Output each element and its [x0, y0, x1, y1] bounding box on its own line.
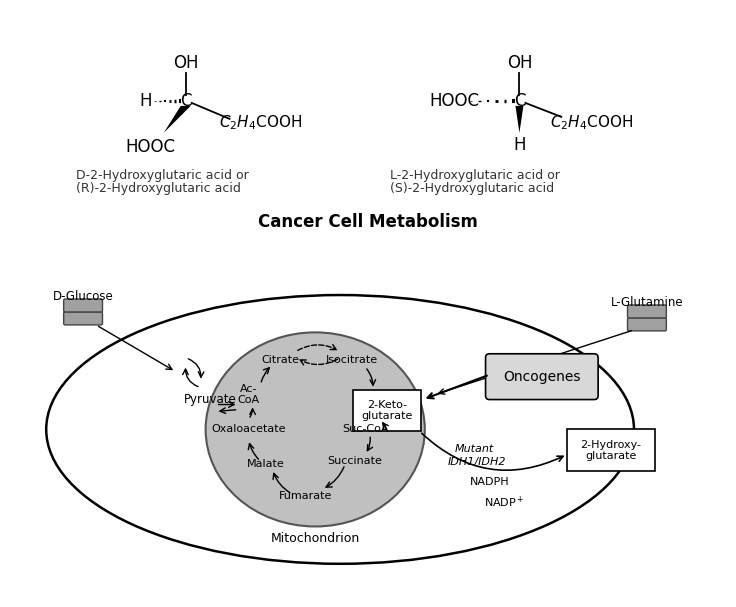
- Text: Isocitrate: Isocitrate: [326, 354, 378, 365]
- Text: H: H: [140, 92, 152, 110]
- Text: $C_2H_4$COOH: $C_2H_4$COOH: [219, 114, 302, 132]
- Text: Mutant: Mutant: [455, 444, 494, 454]
- Text: Oxaloacetate: Oxaloacetate: [211, 424, 286, 435]
- Text: HOOC: HOOC: [430, 92, 480, 110]
- Text: C: C: [180, 92, 191, 110]
- Text: $C_2H_4$COOH: $C_2H_4$COOH: [550, 114, 633, 132]
- Bar: [353, 390, 421, 432]
- Text: D-2-Hydroxyglutaric acid or: D-2-Hydroxyglutaric acid or: [76, 169, 249, 181]
- Text: (R)-2-Hydroxyglutaric acid: (R)-2-Hydroxyglutaric acid: [76, 181, 241, 195]
- Ellipse shape: [205, 333, 425, 526]
- Text: (S)-2-Hydroxyglutaric acid: (S)-2-Hydroxyglutaric acid: [390, 181, 554, 195]
- Text: Cancer Cell Metabolism: Cancer Cell Metabolism: [258, 214, 478, 231]
- Text: OH: OH: [506, 54, 532, 72]
- Text: L-2-Hydroxyglutaric acid or: L-2-Hydroxyglutaric acid or: [390, 169, 560, 181]
- Text: NADPH: NADPH: [470, 477, 509, 487]
- FancyBboxPatch shape: [63, 299, 102, 312]
- Text: HOOC: HOOC: [126, 138, 176, 156]
- Text: Fumarate: Fumarate: [278, 491, 332, 501]
- Polygon shape: [164, 106, 191, 133]
- Text: Oncogenes: Oncogenes: [503, 370, 581, 384]
- Polygon shape: [515, 106, 523, 133]
- Text: Pyruvate: Pyruvate: [184, 393, 237, 406]
- Text: Ac-
CoA: Ac- CoA: [238, 384, 260, 405]
- FancyBboxPatch shape: [628, 305, 666, 318]
- Text: H: H: [513, 136, 526, 154]
- Text: L-Glutamine: L-Glutamine: [611, 296, 683, 308]
- Text: C: C: [514, 92, 526, 110]
- Text: Citrate: Citrate: [261, 354, 300, 365]
- Text: IDH1/IDH2: IDH1/IDH2: [447, 457, 506, 467]
- Text: 2-Keto-
glutarate: 2-Keto- glutarate: [361, 399, 413, 421]
- Text: OH: OH: [173, 54, 199, 72]
- FancyBboxPatch shape: [628, 318, 666, 331]
- Text: Malate: Malate: [247, 459, 284, 469]
- Text: D-Glucose: D-Glucose: [53, 290, 113, 302]
- FancyBboxPatch shape: [63, 312, 102, 325]
- Text: Mitochondrion: Mitochondrion: [271, 532, 360, 546]
- FancyBboxPatch shape: [486, 354, 598, 399]
- Text: Succinate: Succinate: [328, 456, 383, 466]
- Text: NADP$^+$: NADP$^+$: [484, 495, 525, 510]
- Bar: [567, 429, 655, 471]
- Text: 2-Hydroxy-
glutarate: 2-Hydroxy- glutarate: [581, 439, 642, 461]
- Text: Suc-CoA: Suc-CoA: [342, 424, 389, 435]
